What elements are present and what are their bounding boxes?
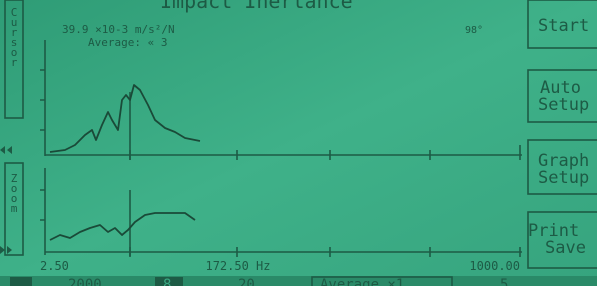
readout: 39.9 ×10-3 m/s²/N xyxy=(62,23,175,36)
x-label: 2.50 xyxy=(40,259,69,273)
indicator: 98° xyxy=(465,25,483,36)
x-label: 1000.00 xyxy=(469,259,520,273)
status-field[interactable]: 2000 xyxy=(68,277,102,286)
status-block xyxy=(10,277,32,286)
instrument-screen: Impact Inertance 39.9 ×10-3 m/s²/N Avera… xyxy=(0,0,597,286)
x-label: 172.50 Hz xyxy=(205,259,270,273)
status-bar: 2000 8 20 Average ×1 5 xyxy=(0,276,597,286)
zoom-label[interactable]: Zoom xyxy=(8,172,21,212)
average: Average: « 3 xyxy=(88,36,167,49)
status-field[interactable]: Average ×1 xyxy=(320,277,404,286)
button-label[interactable]: Start xyxy=(538,16,589,36)
status-field[interactable]: 5 xyxy=(500,277,508,286)
title: Impact Inertance xyxy=(160,0,353,13)
status-field[interactable]: 8 xyxy=(163,277,171,286)
cursor-label[interactable]: Cursor xyxy=(8,6,21,66)
status-field[interactable]: 20 xyxy=(238,277,255,286)
